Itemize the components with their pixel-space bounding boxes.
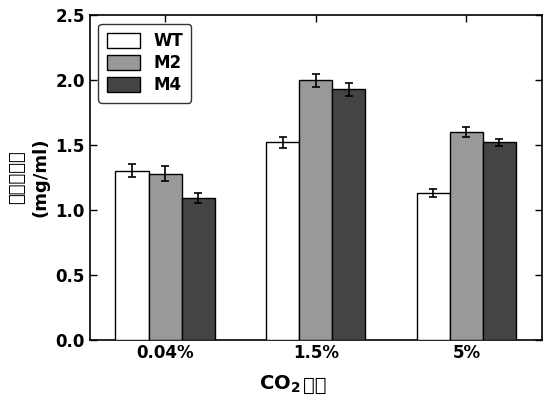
Bar [332, 89, 365, 340]
Bar [148, 174, 182, 340]
Bar [182, 198, 215, 340]
Legend: WT, M2, M4: WT, M2, M4 [98, 24, 191, 103]
Bar [299, 80, 332, 340]
Bar [417, 193, 450, 340]
Y-axis label: 干物质重量
(mg/ml): 干物质重量 (mg/ml) [8, 138, 50, 217]
Bar [116, 171, 148, 340]
Bar [483, 142, 516, 340]
Text: 浓度: 浓度 [302, 376, 326, 395]
Text: $\mathbf{CO_2}$: $\mathbf{CO_2}$ [260, 374, 302, 395]
Bar [266, 142, 299, 340]
Bar [450, 132, 483, 340]
